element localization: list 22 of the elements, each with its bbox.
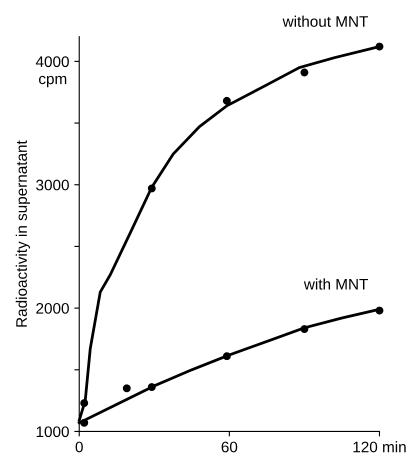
point — [122, 384, 131, 392]
point — [300, 325, 308, 334]
series-label: without MNT — [282, 16, 368, 27]
point — [80, 418, 88, 427]
y-tick-label: 2000 — [36, 302, 69, 314]
point — [222, 96, 231, 105]
text: cpm — [39, 76, 66, 88]
point — [222, 352, 231, 360]
point — [376, 42, 384, 51]
x-tick-label: 60 — [222, 442, 238, 452]
point — [148, 184, 156, 192]
y-tick-label: 3000 — [36, 180, 69, 190]
y-tick-label: 4000 — [36, 56, 69, 68]
point — [376, 306, 384, 315]
y-tick-label: 1000 — [36, 426, 69, 438]
x-tick-label: 0 — [76, 442, 83, 452]
series-label: with MNT — [304, 278, 368, 290]
x-tick-label: 120 min — [353, 441, 406, 452]
point — [300, 68, 308, 76]
y-axis-title: Radioactivity in supernatant — [16, 140, 30, 327]
point — [148, 383, 156, 392]
point — [80, 399, 88, 408]
